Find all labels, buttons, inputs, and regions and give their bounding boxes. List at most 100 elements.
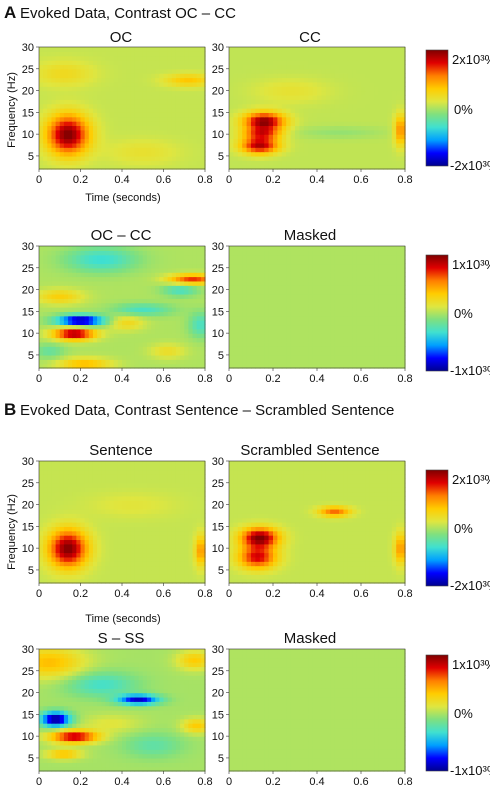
heatmap-cell — [192, 60, 198, 66]
heatmap-cell — [196, 164, 202, 170]
heatmap-cell — [387, 320, 393, 326]
heatmap-cell — [387, 60, 393, 66]
heatmap-cell — [76, 548, 82, 554]
heatmap-cell — [84, 164, 90, 170]
heatmap-cell — [259, 138, 265, 144]
heatmap-cell — [97, 121, 102, 127]
heatmap-cell — [126, 578, 131, 584]
heatmap-cell — [400, 142, 406, 148]
heatmap-cell — [188, 147, 194, 153]
heatmap-cell — [122, 164, 127, 170]
heatmap-cell — [155, 307, 160, 312]
heatmap-cell — [391, 68, 397, 74]
heatmap-cell — [151, 272, 156, 278]
heatmap-cell — [76, 324, 82, 330]
heatmap-cell — [334, 272, 340, 278]
heatmap-cell — [369, 138, 375, 144]
heatmap-cell — [72, 324, 77, 330]
heatmap-cell — [325, 51, 331, 57]
heatmap-cell — [138, 47, 144, 52]
heatmap-cell — [356, 164, 362, 170]
heatmap-cell — [188, 539, 194, 545]
heatmap-cell — [159, 337, 165, 343]
heatmap-cell — [383, 272, 388, 278]
heatmap-cell — [113, 99, 119, 105]
heatmap-cell — [343, 263, 349, 269]
heatmap-cell — [229, 90, 234, 96]
heatmap-cell — [63, 324, 69, 330]
heatmap-cell — [84, 254, 90, 260]
heatmap-cell — [200, 350, 206, 356]
heatmap-cell — [365, 293, 371, 299]
heatmap-cell — [325, 90, 331, 96]
heatmap-cell — [290, 276, 296, 282]
heatmap-cell — [146, 64, 152, 70]
heatmap-cell — [383, 103, 388, 109]
heatmap-cell — [361, 142, 366, 148]
heatmap-cell — [264, 116, 270, 122]
heatmap-cell — [76, 147, 82, 153]
heatmap-cell — [184, 116, 189, 122]
heatmap-cell — [290, 99, 296, 105]
heatmap-cell — [126, 539, 131, 545]
heatmap-cell — [339, 320, 344, 326]
heatmap-cell — [184, 138, 189, 144]
heatmap-cell — [196, 328, 202, 334]
heatmap-cell — [130, 147, 136, 153]
heatmap-cell — [146, 267, 152, 273]
heatmap-cell — [378, 276, 384, 282]
heatmap-cell — [88, 47, 94, 52]
heatmap-cell — [383, 359, 388, 365]
heatmap-cell — [68, 151, 73, 157]
heatmap-cell — [317, 272, 322, 278]
heatmap-cell — [39, 55, 44, 61]
heatmap-cell — [80, 68, 86, 74]
heatmap-cell — [233, 151, 239, 157]
heatmap-cell — [130, 346, 136, 352]
heatmap-cell — [352, 81, 358, 87]
heatmap-cell — [80, 250, 86, 256]
heatmap-cell — [295, 86, 300, 92]
heatmap-cell — [72, 543, 77, 549]
heatmap-cell — [155, 151, 160, 157]
heatmap-cell — [259, 103, 265, 109]
heatmap-cell — [188, 51, 194, 57]
heatmap-cell — [68, 64, 73, 70]
heatmap-cell — [290, 147, 296, 153]
heatmap-cell — [361, 103, 366, 109]
heatmap-cell — [167, 51, 173, 57]
heatmap-cell — [134, 315, 140, 321]
heatmap-cell — [290, 90, 296, 96]
heatmap-cell — [159, 552, 165, 558]
heatmap-cell — [200, 337, 206, 343]
heatmap-cell — [84, 259, 90, 265]
heatmap-cell — [356, 138, 362, 144]
heatmap-cell — [122, 285, 127, 291]
heatmap-cell — [396, 320, 402, 326]
heatmap-cell — [339, 263, 344, 269]
heatmap-cell — [237, 246, 243, 251]
heatmap-cell — [365, 263, 371, 269]
heatmap-cell — [233, 125, 239, 131]
heatmap-cell — [109, 552, 115, 558]
heatmap-cell — [374, 333, 380, 339]
heatmap-cell — [396, 125, 402, 131]
heatmap-cell — [159, 99, 165, 105]
heatmap-cell — [97, 307, 102, 312]
heatmap-cell — [334, 293, 340, 299]
heatmap-cell — [47, 142, 53, 148]
heatmap-cell — [387, 267, 393, 273]
heatmap-cell — [180, 147, 185, 153]
heatmap-cell — [290, 73, 296, 79]
heatmap-cell — [281, 86, 287, 92]
heatmap-cell — [155, 328, 160, 334]
heatmap-cell — [374, 263, 380, 269]
heatmap-cell — [92, 359, 98, 365]
heatmap-cell — [47, 263, 53, 269]
heatmap-cell — [126, 250, 131, 256]
x-tick-label: 0.8 — [197, 174, 212, 186]
heatmap-cell — [130, 164, 136, 170]
heatmap-cell — [109, 267, 115, 273]
heatmap-cell — [109, 121, 115, 127]
heatmap-cell — [321, 129, 327, 135]
